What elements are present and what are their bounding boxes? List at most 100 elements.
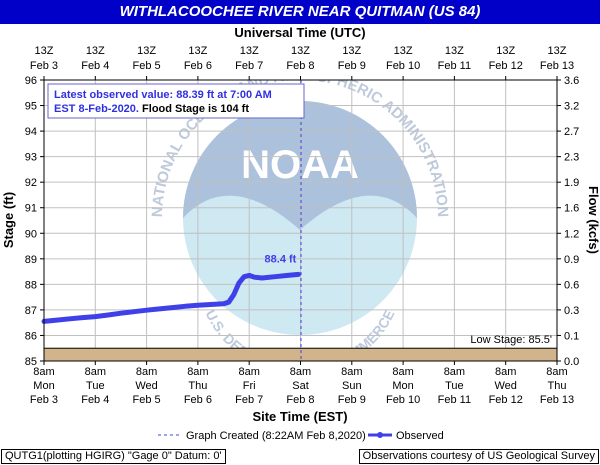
top-axis-title: Universal Time (UTC) bbox=[234, 25, 365, 40]
bottom-tick-date: Feb 3 bbox=[30, 394, 58, 406]
bottom-tick-date: Feb 11 bbox=[438, 394, 471, 406]
x-axis-bottom-ticks: 8am Mon Feb 3 8am Tue Feb 4 8am Wed Feb 5 8am Thu F… bbox=[30, 361, 574, 406]
top-tick-time: 13Z bbox=[342, 45, 361, 57]
top-tick-time: 13Z bbox=[548, 45, 567, 57]
latest-value-box: Latest observed value: 88.39 ft at 7:00 … bbox=[47, 83, 305, 119]
y-axis-left-ticks: 85 86 87 88 89 90 91 92 93 94 95 96 bbox=[25, 75, 44, 368]
chart-title: WITHLACOOCHEE RIVER NEAR QUITMAN (US 84) bbox=[0, 0, 600, 24]
bottom-tick-time: 8am bbox=[238, 366, 259, 378]
y-tick-label: 87 bbox=[25, 305, 37, 317]
y2-tick-label: 3.6 bbox=[564, 75, 579, 87]
x-axis-top-ticks: 13Z Feb 3 13Z Feb 4 13Z Feb 5 13Z Feb 6 13Z Feb 7… bbox=[30, 45, 574, 80]
y-tick-label: 94 bbox=[25, 126, 37, 138]
top-tick-time: 13Z bbox=[188, 45, 207, 57]
bottom-tick-time: 8am bbox=[85, 366, 106, 378]
y-tick-label: 89 bbox=[25, 254, 37, 266]
bottom-tick-time: 8am bbox=[187, 366, 208, 378]
latest-value-date: EST 8-Feb-2020. bbox=[54, 103, 139, 115]
top-tick-date: Feb 12 bbox=[489, 60, 523, 72]
bottom-tick-date: Feb 10 bbox=[386, 394, 420, 406]
y2-tick-label: 2.7 bbox=[564, 126, 579, 138]
y2-tick-label: 0.0 bbox=[564, 356, 579, 368]
observed-last-label: 88.4 ft bbox=[265, 253, 297, 265]
top-tick-date: Feb 7 bbox=[235, 60, 263, 72]
bottom-tick-day: Sat bbox=[292, 380, 309, 392]
top-tick-date: Feb 8 bbox=[286, 60, 314, 72]
y2-tick-label: 0.3 bbox=[564, 305, 579, 317]
top-tick-time: 13Z bbox=[291, 45, 310, 57]
top-tick-date: Feb 3 bbox=[30, 60, 58, 72]
legend-observed-label: Observed bbox=[396, 430, 444, 442]
y2-tick-label: 0.1 bbox=[564, 330, 579, 342]
y2-tick-label: 1.6 bbox=[564, 203, 579, 215]
bottom-tick-time: 8am bbox=[495, 366, 516, 378]
footer-credit: Observations courtesy of US Geological S… bbox=[358, 449, 599, 464]
bottom-tick-day: Sun bbox=[342, 380, 362, 392]
y-axis-title-left: Stage (ft) bbox=[1, 192, 16, 248]
y-axis-title-right: Flow (kcfs) bbox=[586, 186, 600, 254]
observed-line bbox=[41, 271, 301, 324]
bottom-tick-time: 8am bbox=[546, 366, 567, 378]
y-tick-label: 93 bbox=[25, 152, 37, 164]
y-tick-label: 95 bbox=[25, 101, 37, 113]
top-tick-date: Feb 6 bbox=[184, 60, 212, 72]
y-axis-right-ticks: 0.0 0.1 0.3 0.6 0.9 1.2 1.6 1.9 2.3 2.7 3.2 3.6 bbox=[557, 75, 579, 368]
top-tick-time: 13Z bbox=[240, 45, 259, 57]
top-tick-date: Feb 5 bbox=[133, 60, 161, 72]
top-tick-time: 13Z bbox=[445, 45, 464, 57]
bottom-tick-day: Mon bbox=[33, 380, 54, 392]
bottom-tick-date: Feb 9 bbox=[338, 394, 366, 406]
bottom-tick-day: Tue bbox=[86, 380, 105, 392]
y2-tick-label: 1.2 bbox=[564, 228, 579, 240]
low-stage-rect bbox=[43, 347, 558, 362]
bottom-tick-time: 8am bbox=[136, 366, 157, 378]
top-tick-time: 13Z bbox=[86, 45, 105, 57]
legend: Graph Created (8:22AM Feb 8,2020) Observ… bbox=[158, 430, 444, 442]
bottom-tick-time: 8am bbox=[444, 366, 465, 378]
top-tick-date: Feb 11 bbox=[438, 60, 471, 72]
top-tick-time: 13Z bbox=[496, 45, 515, 57]
bottom-tick-day: Wed bbox=[135, 380, 157, 392]
legend-observed-marker bbox=[377, 432, 383, 438]
bottom-tick-time: 8am bbox=[290, 366, 311, 378]
bottom-tick-day: Fri bbox=[243, 380, 256, 392]
y-tick-label: 88 bbox=[25, 279, 37, 291]
y2-tick-label: 0.9 bbox=[564, 254, 579, 266]
bottom-tick-time: 8am bbox=[392, 366, 413, 378]
bottom-tick-time: 8am bbox=[33, 366, 54, 378]
bottom-tick-date: Feb 7 bbox=[235, 394, 263, 406]
y2-tick-label: 2.3 bbox=[564, 152, 579, 164]
bottom-tick-date: Feb 8 bbox=[286, 394, 314, 406]
y-tick-label: 91 bbox=[25, 203, 37, 215]
bottom-tick-day: Thu bbox=[188, 380, 207, 392]
flood-stage-text: Flood Stage is 104 ft bbox=[139, 103, 249, 115]
observed-series: 88.4 ft bbox=[41, 253, 301, 324]
latest-value-box-bg bbox=[47, 83, 305, 119]
x-axis-title: Site Time (EST) bbox=[252, 409, 347, 424]
bottom-tick-date: Feb 6 bbox=[184, 394, 212, 406]
bottom-tick-day: Tue bbox=[445, 380, 464, 392]
bottom-tick-time: 8am bbox=[341, 366, 362, 378]
bottom-tick-date: Feb 13 bbox=[540, 394, 574, 406]
footer-datum: QUTG1(plotting HGIRG) "Gage 0" Datum: 0' bbox=[1, 449, 226, 464]
top-tick-time: 13Z bbox=[137, 45, 156, 57]
y-tick-label: 85 bbox=[25, 356, 37, 368]
y2-tick-label: 0.6 bbox=[564, 279, 579, 291]
top-tick-time: 13Z bbox=[35, 45, 54, 57]
bottom-tick-day: Wed bbox=[494, 380, 516, 392]
bottom-tick-date: Feb 4 bbox=[81, 394, 109, 406]
y-tick-label: 96 bbox=[25, 75, 37, 87]
top-tick-date: Feb 9 bbox=[338, 60, 366, 72]
low-stage-label: Low Stage: 85.5' bbox=[470, 334, 552, 346]
legend-graph-created-label: Graph Created (8:22AM Feb 8,2020) bbox=[186, 430, 366, 442]
top-tick-date: Feb 4 bbox=[81, 60, 109, 72]
y2-tick-label: 1.9 bbox=[564, 177, 579, 189]
latest-value-line1: Latest observed value: 88.39 ft at 7:00 … bbox=[54, 89, 272, 101]
bottom-tick-date: Feb 12 bbox=[489, 394, 523, 406]
bottom-tick-day: Mon bbox=[392, 380, 413, 392]
bottom-tick-day: Thu bbox=[548, 380, 567, 392]
bottom-tick-date: Feb 5 bbox=[133, 394, 161, 406]
top-tick-date: Feb 10 bbox=[386, 60, 420, 72]
y-tick-label: 86 bbox=[25, 330, 37, 342]
